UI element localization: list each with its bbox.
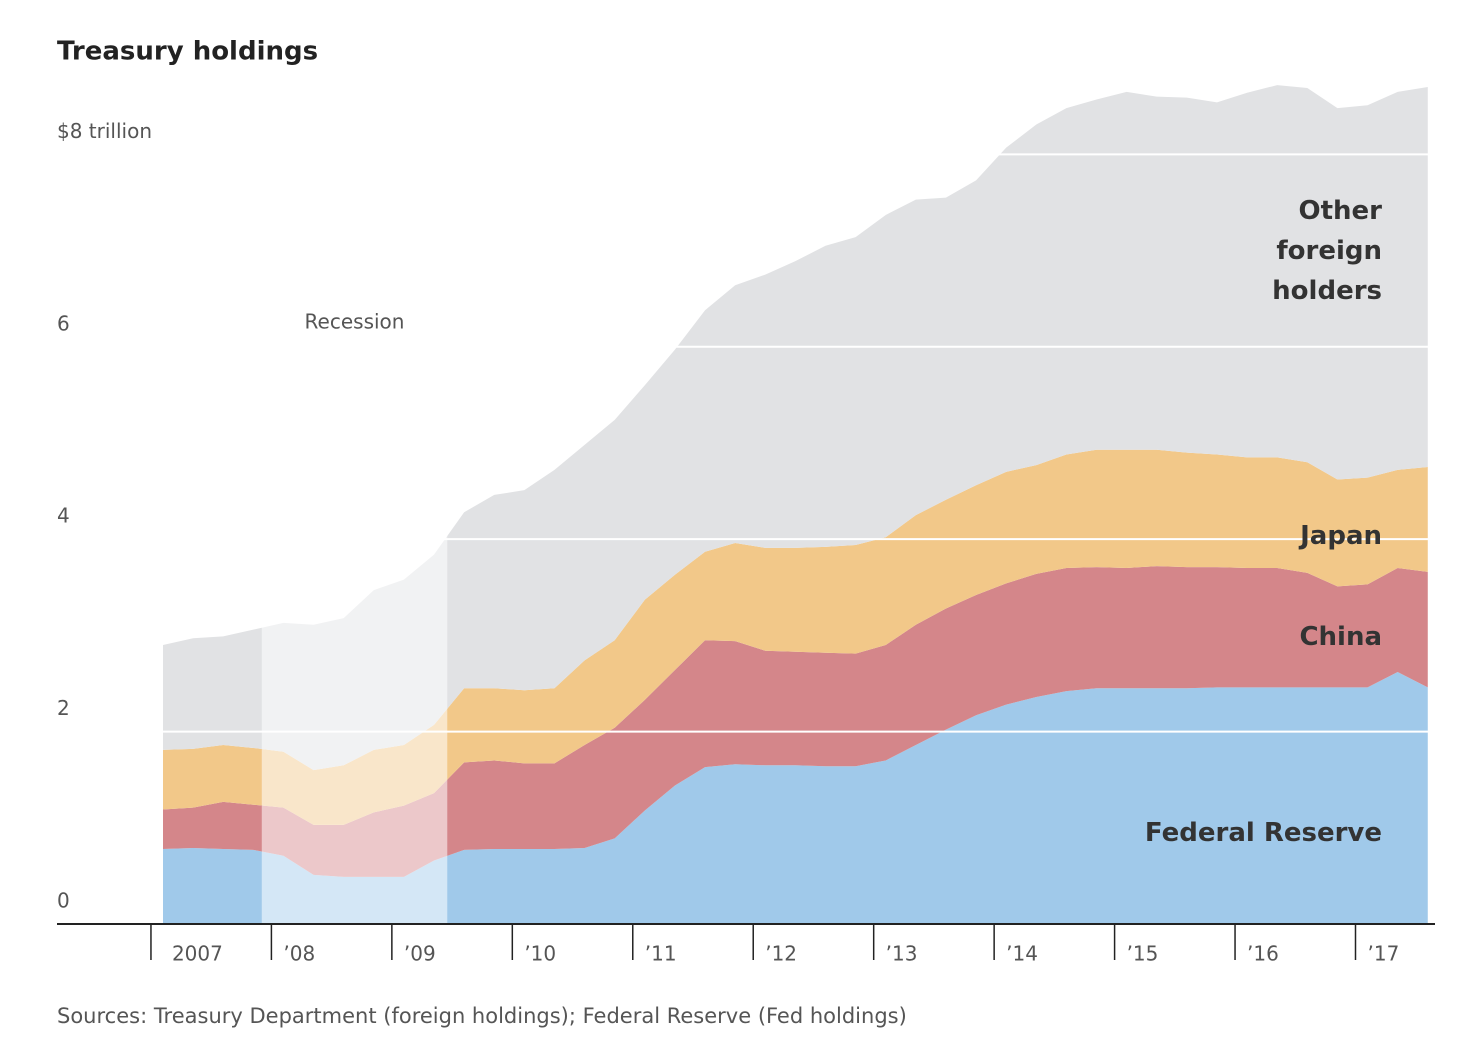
y-tick-label: 4 <box>57 504 70 528</box>
x-tick-label: ’12 <box>765 942 797 966</box>
recession-shade <box>261 225 448 924</box>
x-tick-label: ’09 <box>404 942 436 966</box>
series-label: Federal Reserve <box>1144 818 1382 848</box>
x-tick-label: 2007 <box>172 942 223 966</box>
x-tick-label: ’17 <box>1368 942 1400 966</box>
area <box>163 85 1428 771</box>
x-tick-label: ’14 <box>1006 942 1038 966</box>
x-tick-label: ’16 <box>1247 942 1279 966</box>
y-tick-label: 0 <box>57 889 70 913</box>
y-tick-label: $8 trillion <box>57 119 152 143</box>
x-tick-label: ’15 <box>1127 942 1159 966</box>
x-tick-label: ’10 <box>524 942 556 966</box>
y-tick-label: 6 <box>57 311 70 335</box>
source-note: Sources: Treasury Department (foreign ho… <box>57 1004 907 1028</box>
series-label: China <box>1299 622 1382 652</box>
chart-title: Treasury holdings <box>57 37 318 67</box>
recession-label: Recession <box>305 310 405 334</box>
x-tick-label: ’11 <box>645 942 677 966</box>
area <box>163 671 1428 924</box>
y-tick-label: 2 <box>57 696 70 720</box>
area <box>163 566 1428 877</box>
series-label: Other foreign holders <box>1272 196 1382 306</box>
x-tick-label: ’13 <box>886 942 918 966</box>
series-label: Japan <box>1300 521 1382 551</box>
x-tick-label: ’08 <box>283 942 315 966</box>
